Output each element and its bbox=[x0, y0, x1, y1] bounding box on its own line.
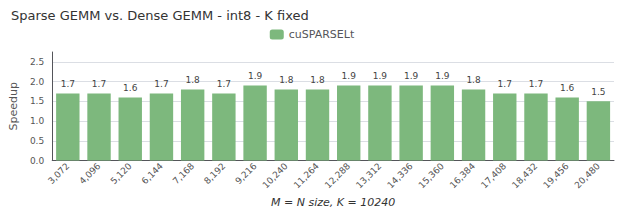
svg-text:cuSPARSELt: cuSPARSELt bbox=[289, 28, 355, 41]
svg-text:16,384: 16,384 bbox=[448, 161, 478, 191]
svg-text:7,168: 7,168 bbox=[171, 161, 196, 186]
svg-text:M = N size, K = 10240: M = N size, K = 10240 bbox=[271, 196, 395, 209]
svg-text:18,432: 18,432 bbox=[510, 161, 539, 190]
svg-text:4,096: 4,096 bbox=[77, 161, 102, 186]
svg-text:1.7: 1.7 bbox=[217, 79, 231, 89]
svg-text:1.7: 1.7 bbox=[154, 79, 168, 89]
svg-text:2.0: 2.0 bbox=[30, 77, 45, 87]
svg-text:1.8: 1.8 bbox=[185, 75, 200, 85]
svg-text:8,192: 8,192 bbox=[202, 161, 227, 186]
svg-text:6,144: 6,144 bbox=[140, 161, 165, 186]
svg-text:1.7: 1.7 bbox=[61, 79, 75, 89]
svg-text:11,264: 11,264 bbox=[292, 161, 322, 191]
svg-text:1.8: 1.8 bbox=[466, 75, 481, 85]
svg-text:5,120: 5,120 bbox=[109, 161, 134, 186]
svg-text:12,288: 12,288 bbox=[323, 161, 353, 191]
svg-text:17,408: 17,408 bbox=[479, 161, 509, 191]
svg-text:1.5: 1.5 bbox=[591, 87, 605, 97]
svg-text:1.7: 1.7 bbox=[92, 79, 106, 89]
svg-text:10,240: 10,240 bbox=[261, 161, 291, 191]
svg-text:3,072: 3,072 bbox=[46, 161, 71, 186]
svg-text:9,216: 9,216 bbox=[233, 161, 258, 186]
svg-text:1.8: 1.8 bbox=[310, 75, 325, 85]
svg-text:1.9: 1.9 bbox=[248, 71, 263, 81]
svg-text:Sparse GEMM vs. Dense GEMM - i: Sparse GEMM vs. Dense GEMM - int8 - K fi… bbox=[11, 8, 309, 23]
svg-text:13,312: 13,312 bbox=[354, 161, 383, 190]
svg-text:1.9: 1.9 bbox=[342, 71, 357, 81]
svg-text:2.5: 2.5 bbox=[30, 57, 44, 67]
svg-text:1.5: 1.5 bbox=[30, 96, 44, 106]
svg-text:1.0: 1.0 bbox=[30, 116, 45, 126]
svg-text:1.9: 1.9 bbox=[373, 71, 388, 81]
svg-text:1.6: 1.6 bbox=[560, 83, 575, 93]
svg-text:Speedup: Speedup bbox=[7, 82, 20, 130]
svg-text:20,480: 20,480 bbox=[573, 161, 603, 191]
svg-text:0.0: 0.0 bbox=[30, 156, 45, 166]
svg-text:1.9: 1.9 bbox=[404, 71, 419, 81]
svg-text:1.7: 1.7 bbox=[529, 79, 543, 89]
svg-text:1.6: 1.6 bbox=[123, 83, 138, 93]
svg-text:1.8: 1.8 bbox=[279, 75, 294, 85]
svg-text:15,360: 15,360 bbox=[417, 161, 447, 191]
svg-text:19,456: 19,456 bbox=[541, 161, 571, 191]
svg-text:1.7: 1.7 bbox=[498, 79, 512, 89]
svg-text:0.5: 0.5 bbox=[30, 136, 44, 146]
svg-text:14,336: 14,336 bbox=[385, 161, 415, 191]
svg-text:1.9: 1.9 bbox=[435, 71, 450, 81]
